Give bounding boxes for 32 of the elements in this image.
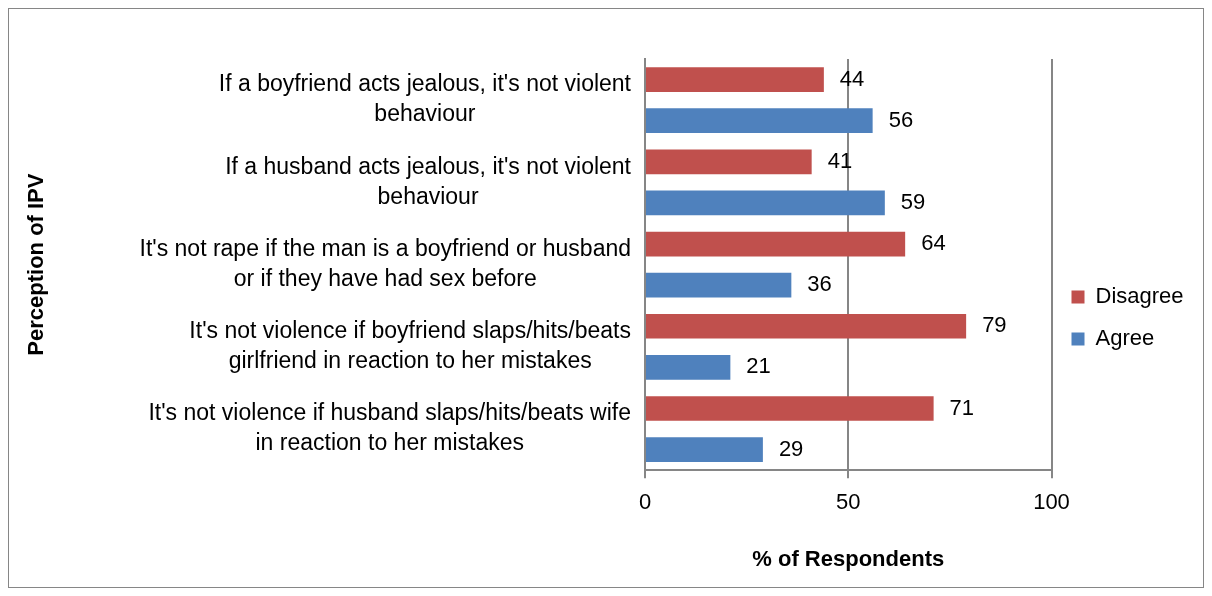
legend-label: Disagree [1095, 283, 1184, 309]
data-label: 44 [839, 65, 865, 91]
data-label: 36 [807, 271, 832, 297]
data-label: 29 [778, 435, 804, 461]
bar [646, 149, 812, 175]
y-tick-label: If a husband acts jealous, it's not violent behaviour [225, 152, 632, 209]
x-tick-label: 50 [836, 489, 861, 515]
bar [646, 396, 934, 421]
x-tick-label: 100 [1033, 489, 1070, 515]
data-label: 21 [746, 353, 771, 379]
data-label: 56 [888, 106, 914, 132]
y-tick-label: If a boyfriend acts jealous, it's not violent behaviour [218, 70, 632, 127]
bar [646, 355, 731, 380]
y-axis-title: Perception of IPV [23, 173, 49, 356]
x-axis-title: % of Respondents [752, 545, 945, 571]
bar [646, 231, 906, 257]
data-label: 59 [900, 188, 926, 214]
y-tick-label: It's not violence if husband slaps/hits/beats wife in reaction to her mistakes [148, 399, 632, 456]
bar [646, 67, 824, 92]
legend-label: Agree [1095, 325, 1155, 351]
data-label: 71 [949, 394, 975, 420]
x-tick-label: 0 [638, 489, 652, 515]
data-label: 41 [827, 147, 853, 173]
bar [646, 272, 792, 298]
y-tick-label: It's not violence if boyfriend slaps/hits/beats girlfriend in reaction to her mistakes [189, 317, 632, 374]
data-label: 79 [982, 312, 1007, 338]
data-label: 64 [921, 230, 946, 256]
y-tick-label: It's not rape if the man is a boyfriend or husband or if they have had sex before [139, 234, 631, 291]
bar [646, 108, 873, 134]
bar [646, 313, 967, 339]
bar [646, 437, 763, 462]
bar [646, 190, 885, 216]
